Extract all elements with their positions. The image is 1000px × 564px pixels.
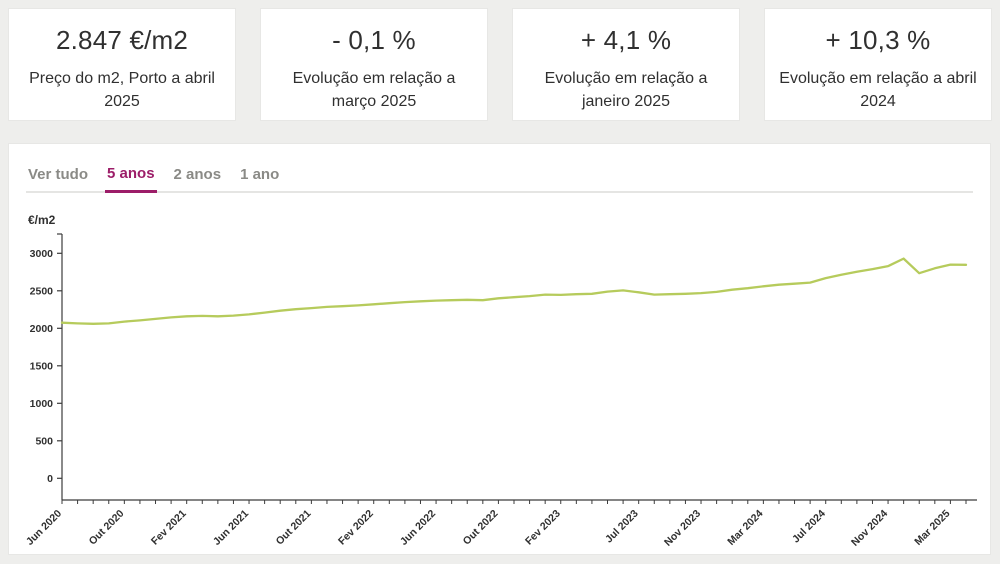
stat-card-change-vs-last-year: + 10,3 % Evolução em relação a abril 202… — [764, 8, 992, 121]
stat-caption: Evolução em relação a março 2025 — [292, 70, 456, 111]
x-tick-label: Jun 2020 — [24, 508, 64, 548]
x-tick-label: Fev 2022 — [336, 508, 376, 548]
stats-row: 2.847 €/m2 Preço do m2, Porto a abril 20… — [8, 8, 992, 121]
x-tick-label: Mar 2025 — [912, 508, 952, 548]
stat-value: 2.847 €/m2 — [55, 25, 189, 55]
tab-ver-tudo[interactable]: Ver tudo — [28, 166, 89, 183]
x-tick-label: Nov 2024 — [849, 508, 890, 549]
tab-2-anos[interactable]: 2 anos — [173, 166, 222, 183]
price-chart[interactable]: €/m2 0 500 1000 1500 2000 2500 3000 Jun 2020 Out … — [9, 194, 990, 556]
stat-value: + 10,3 % — [825, 25, 931, 55]
y-tick-label: 0 — [47, 473, 53, 485]
tab-5-anos[interactable]: 5 anos — [105, 165, 157, 193]
stat-value: + 4,1 % — [580, 25, 672, 55]
y-tick-label: 3000 — [30, 248, 54, 260]
y-tick-label: 500 — [35, 435, 53, 447]
x-tick-label: Jun 2022 — [398, 508, 438, 548]
stat-card-change-vs-january: + 4,1 % Evolução em relação a janeiro 20… — [512, 8, 740, 121]
x-tick-label: Fev 2023 — [523, 508, 563, 548]
tab-1-ano[interactable]: 1 ano — [240, 166, 280, 183]
price-chart-svg: €/m2 0 500 1000 1500 2000 2500 3000 Jun 2020 Out … — [24, 213, 977, 549]
stat-card-current-price: 2.847 €/m2 Preço do m2, Porto a abril 20… — [8, 8, 236, 121]
x-tick-label: Out 2020 — [87, 508, 127, 548]
x-tick-label: Jul 2023 — [603, 508, 641, 546]
price-line — [60, 257, 968, 325]
y-tick-label: 1500 — [30, 360, 54, 372]
x-tick-label: Out 2022 — [461, 508, 501, 548]
y-tick-label: 2000 — [30, 323, 54, 335]
x-tick-label: Nov 2023 — [662, 508, 703, 549]
range-tabbar: Ver tudo 5 anos 2 anos 1 ano — [26, 144, 973, 193]
y-axis-title: €/m2 — [28, 213, 56, 227]
stat-card-change-vs-last-month: - 0,1 % Evolução em relação a março 2025 — [260, 8, 488, 121]
x-tick-label: Mar 2024 — [725, 508, 765, 548]
x-tick-label: Out 2021 — [274, 508, 314, 548]
price-evolution-panel: Ver tudo 5 anos 2 anos 1 ano €/m2 0 500 100… — [8, 143, 991, 555]
stat-caption: Evolução em relação a abril 2024 — [779, 70, 977, 111]
stat-caption: Evolução em relação a janeiro 2025 — [544, 70, 708, 111]
stat-value: - 0,1 % — [332, 25, 416, 55]
x-tick-label: Fev 2021 — [149, 508, 189, 548]
x-tick-label: Jun 2021 — [211, 508, 251, 548]
y-tick-label: 1000 — [30, 398, 54, 410]
stat-caption: Preço do m2, Porto a abril 2025 — [29, 70, 215, 111]
x-tick-label: Jul 2024 — [790, 508, 828, 546]
y-tick-label: 2500 — [30, 285, 54, 297]
